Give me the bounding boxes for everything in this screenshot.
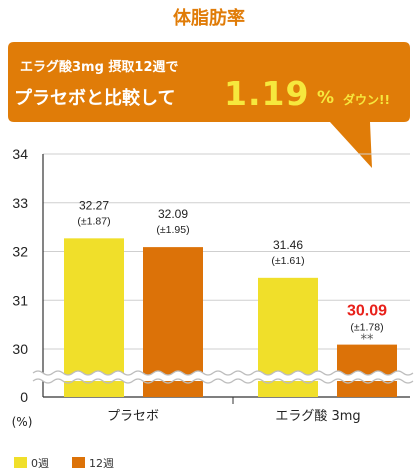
y-tick-label-31: 31 (12, 292, 28, 308)
chart-title: 体脂肪率 (173, 8, 245, 29)
legend-label-week12: 12週 (89, 457, 114, 470)
y-tick-label-33: 33 (12, 195, 28, 211)
bar-1-0 (143, 247, 203, 397)
callout-line2: プラセボと比較して (14, 88, 176, 109)
axis-break-line-bottom (32, 378, 414, 384)
sd-label-0-1: (±1.61) (271, 255, 304, 267)
bar-0-0 (64, 238, 124, 397)
axis-break-line-top (32, 370, 414, 376)
legend-item-week12: 12週 (72, 455, 114, 471)
category-label-0: プラセボ (107, 409, 159, 424)
callout-down: ダウン!! (343, 93, 390, 107)
legend-item-week0: 0週 (14, 455, 49, 471)
callout-value: 1.19 (224, 74, 310, 113)
category-label-1: エラグ酸 3mg (275, 409, 360, 424)
data-label-1-1: 30.09 (347, 303, 387, 320)
bar-1-1 (337, 344, 397, 397)
sd-label-1-0: (±1.95) (156, 224, 189, 236)
data-label-0-1: 31.46 (273, 238, 303, 252)
callout-percent: % (317, 88, 335, 108)
legend-label-week0: 0週 (31, 457, 49, 470)
y-tick-label-34: 34 (12, 146, 28, 162)
significance-mark: ** (361, 333, 375, 348)
sd-label-1-1: (±1.78) (350, 322, 383, 334)
y-tick-label-32: 32 (12, 244, 28, 260)
y-tick-label-30: 30 (12, 341, 28, 357)
y-tick-label-0: 0 (20, 389, 28, 405)
y-axis-unit: (%) (12, 415, 33, 429)
legend-swatch-week12 (72, 457, 85, 468)
callout-line1: エラグ酸3mg 摂取12週で (20, 60, 179, 75)
data-label-1-0: 32.09 (158, 207, 188, 221)
legend-swatch-week0 (14, 457, 27, 468)
data-label-0-0: 32.27 (79, 198, 109, 212)
sd-label-0-0: (±1.87) (77, 215, 110, 227)
callout-bubble (8, 42, 410, 168)
